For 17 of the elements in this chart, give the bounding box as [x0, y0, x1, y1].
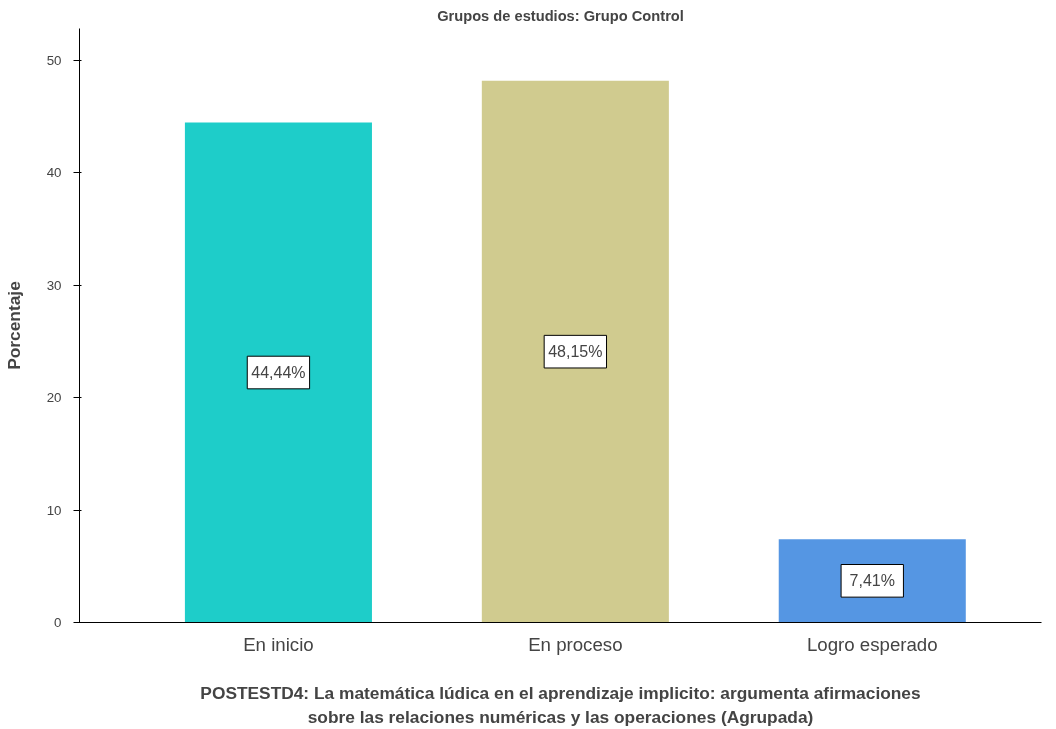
x-tick-label: En proceso	[528, 633, 623, 655]
x-tick-label: En inicio	[243, 633, 314, 655]
y-tick-label: 40	[46, 165, 62, 180]
chart-title: Grupos de estudios: Grupo Control	[437, 7, 684, 24]
data-label: 44,44%	[251, 364, 306, 382]
data-label: 48,15%	[548, 343, 603, 361]
y-tick-label: 30	[46, 277, 62, 293]
y-tick-label: 20	[46, 390, 62, 405]
bar	[184, 122, 372, 623]
y-tick-label: 0	[54, 615, 62, 630]
x-axis-title: POSTESTD4: La matemática lúdica en el aprendizaje implicito: argumenta afirmaciones sobre las relaciones numéricas y las operaciones (Agrupada)	[200, 682, 921, 727]
y-tick-label: 50	[46, 52, 62, 68]
bar	[481, 80, 669, 623]
y-tick-label: 10	[46, 502, 62, 518]
data-label: 7,41%	[849, 572, 895, 590]
x-tick-label: Logro esperado	[806, 633, 938, 655]
y-axis-title: Porcentaje	[3, 280, 24, 370]
